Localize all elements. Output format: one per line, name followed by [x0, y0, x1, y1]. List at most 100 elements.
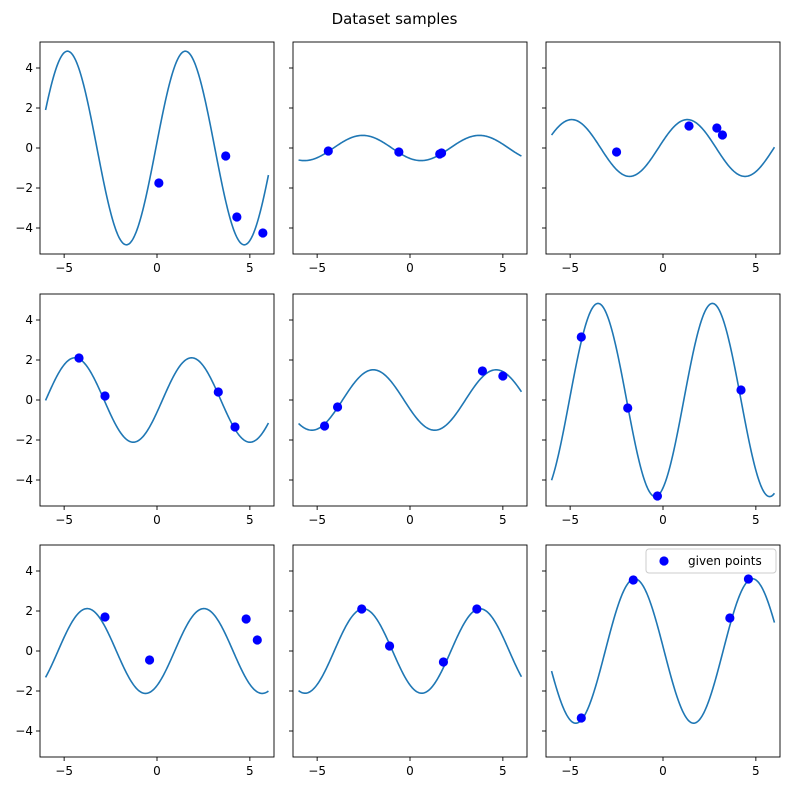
x-tick-label: 0	[659, 261, 667, 275]
x-tick-label: 0	[406, 261, 414, 275]
data-point	[144, 655, 155, 665]
x-tick-label: 5	[752, 764, 760, 778]
axes-frame	[545, 41, 781, 255]
data-point	[652, 491, 663, 501]
legend-label: given points	[688, 554, 762, 568]
x-tick-label: 0	[659, 764, 667, 778]
data-point	[576, 332, 586, 342]
x-tick-label: 5	[499, 261, 507, 275]
data-point	[252, 635, 262, 645]
axes-frame	[39, 293, 275, 507]
x-tick-label: −5	[308, 261, 326, 275]
data-point	[498, 371, 508, 381]
y-tick-label: −4	[15, 221, 33, 235]
y-tick-label: 4	[25, 61, 33, 75]
sine-curve	[550, 577, 776, 725]
axes-frame	[39, 544, 275, 758]
x-tick-label: −5	[308, 513, 326, 527]
x-tick-label: 0	[153, 764, 161, 778]
data-point	[628, 575, 638, 585]
subplot-8: −5 0 5	[289, 544, 528, 778]
data-point	[743, 574, 754, 584]
data-point	[241, 614, 251, 624]
x-tick-label: 5	[246, 261, 254, 275]
sine-curve	[298, 607, 523, 695]
data-point	[230, 422, 240, 432]
data-point	[258, 228, 268, 238]
data-point	[684, 121, 694, 131]
y-tick-label: 2	[25, 353, 33, 367]
y-tick-label: 2	[25, 604, 33, 618]
data-point	[394, 147, 404, 157]
y-tick-label: 4	[25, 564, 33, 578]
x-tick-label: 0	[659, 513, 667, 527]
x-tick-label: 5	[752, 513, 760, 527]
x-tick-label: 5	[246, 764, 254, 778]
data-point	[100, 391, 110, 401]
x-tick-label: −5	[561, 261, 579, 275]
data-point	[623, 403, 633, 413]
axes-frame	[292, 293, 528, 507]
sine-curve	[298, 134, 522, 162]
x-tick-label: −5	[55, 261, 73, 275]
x-tick-label: 5	[752, 261, 760, 275]
subplot-1: −5 0 5 −4 −2 0 2 4	[15, 41, 275, 275]
sine-curve	[550, 118, 776, 178]
y-tick-label: 0	[25, 141, 33, 155]
x-tick-label: 0	[406, 513, 414, 527]
legend: given points	[645, 548, 777, 574]
data-point	[576, 713, 586, 723]
y-tick-label: 0	[25, 393, 33, 407]
axes-frame	[292, 544, 528, 758]
y-tick-label: −2	[15, 433, 33, 447]
x-tick-label: −5	[55, 513, 73, 527]
data-point	[74, 353, 84, 363]
y-tick-label: −4	[15, 724, 33, 738]
data-point	[323, 146, 333, 156]
figure-title: Dataset samples	[332, 10, 458, 28]
subplot-7: −5 0 5 −4 −2 0 2 4	[15, 544, 275, 778]
y-tick-label: 4	[25, 313, 33, 327]
subplot-2: −5 0 5	[289, 41, 528, 275]
y-tick-label: −4	[15, 473, 33, 487]
data-point	[436, 148, 447, 158]
x-tick-label: 0	[406, 764, 414, 778]
data-point	[611, 147, 622, 157]
data-point	[472, 604, 482, 614]
data-point	[319, 421, 330, 431]
x-tick-label: 5	[499, 764, 507, 778]
subplot-3: −5 0 5	[542, 41, 781, 275]
x-tick-label: −5	[55, 764, 73, 778]
legend-marker	[659, 556, 669, 566]
axes-frame	[39, 41, 275, 255]
data-point	[725, 613, 735, 623]
x-tick-label: 0	[153, 261, 161, 275]
x-tick-label: 5	[499, 513, 507, 527]
x-tick-label: −5	[561, 513, 579, 527]
y-tick-label: −2	[15, 684, 33, 698]
data-point	[232, 212, 242, 222]
subplot-9: −5 0 5 given points	[542, 544, 781, 778]
sine-curve	[298, 368, 523, 432]
data-point	[213, 387, 223, 397]
legend-box	[645, 548, 777, 574]
y-tick-label: 2	[25, 101, 33, 115]
subplot-6: −5 0 5	[542, 293, 781, 527]
data-point	[717, 130, 728, 140]
sine-curve	[44, 607, 269, 695]
subplot-5: −5 0 5	[289, 293, 528, 527]
data-point	[477, 366, 488, 376]
y-tick-label: −2	[15, 181, 33, 195]
x-tick-label: −5	[561, 764, 579, 778]
data-point	[438, 657, 449, 667]
x-tick-label: 5	[246, 513, 254, 527]
data-point	[736, 385, 746, 395]
data-point	[384, 641, 395, 651]
data-point	[357, 604, 367, 614]
x-tick-label: 0	[153, 513, 161, 527]
sine-curve	[44, 357, 270, 444]
data-point	[712, 123, 722, 133]
x-tick-label: −5	[308, 764, 326, 778]
